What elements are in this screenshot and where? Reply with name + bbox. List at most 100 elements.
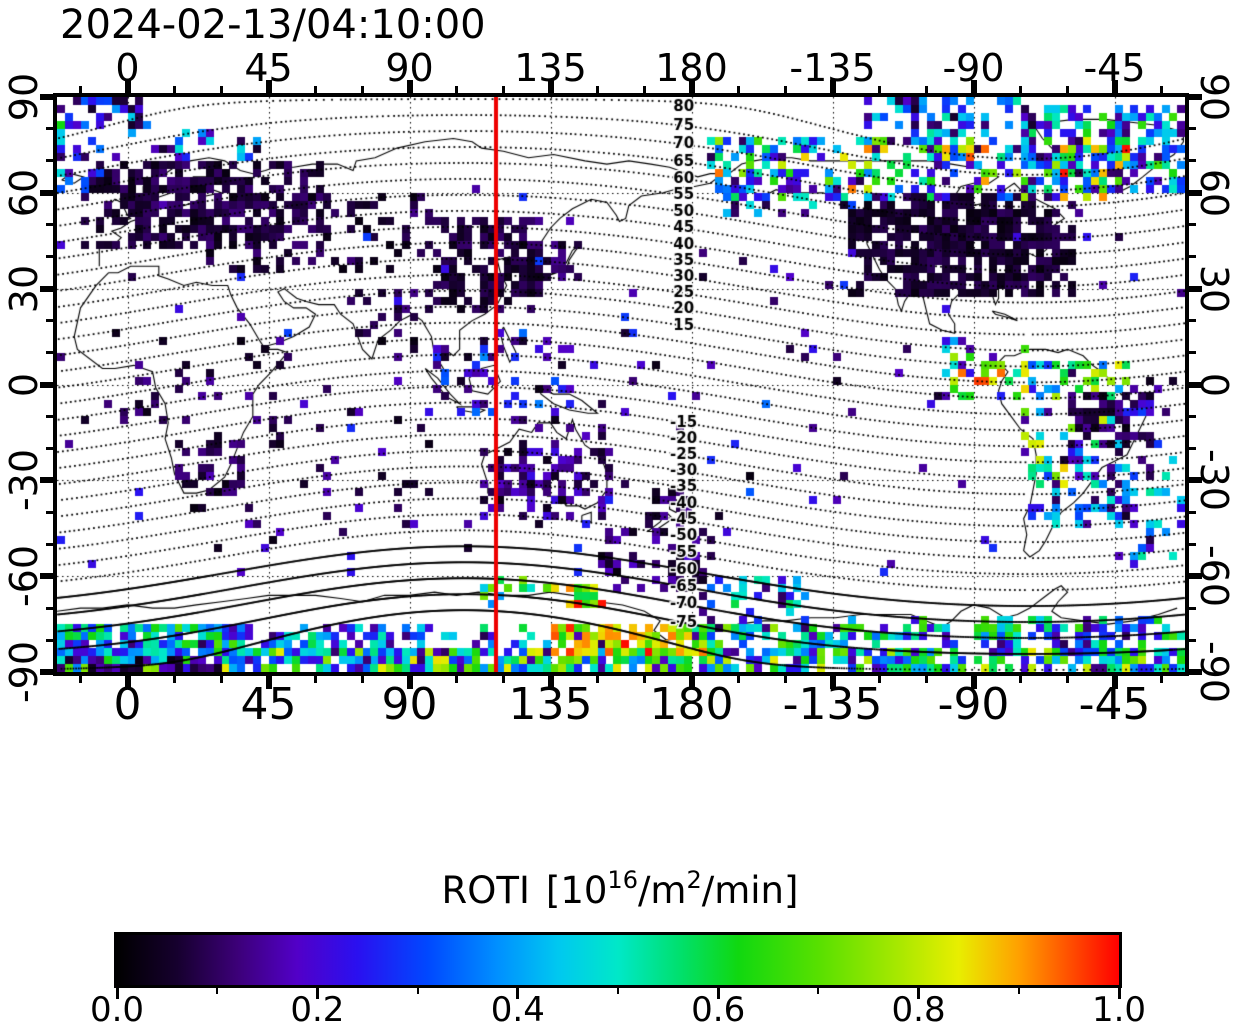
lon-minor-tick-top — [220, 86, 223, 93]
lon-tick-label-top: 180 — [655, 46, 728, 90]
colorbar-tick-label: 0.8 — [891, 990, 946, 1024]
lon-minor-tick-bottom — [643, 676, 646, 683]
lat-tick-label-left: 90 — [2, 72, 46, 122]
colorbar-tick-label: 0.0 — [89, 990, 145, 1024]
lon-minor-tick-top — [596, 86, 599, 93]
lon-major-tick-bottom — [1111, 676, 1118, 689]
lon-minor-tick-bottom — [878, 676, 881, 683]
lat-major-tick-right — [1189, 381, 1202, 388]
lat-tick-label-left: 0 — [2, 372, 46, 397]
colorbar-tick — [115, 988, 119, 999]
lon-tick-label-bottom: 90 — [381, 679, 438, 730]
timestamp: 2024-02-13/04:10:00 — [60, 2, 486, 48]
lon-tick-label-top: 135 — [514, 46, 587, 90]
lat-tick-label-right: 90 — [1192, 72, 1236, 122]
lat-major-tick-right — [1189, 669, 1202, 675]
colorbar-minor-tick — [817, 988, 820, 994]
colorbar — [114, 932, 1122, 988]
lat-major-tick-left — [40, 381, 53, 388]
lon-major-tick-bottom — [124, 676, 131, 689]
lon-tick-label-top: 90 — [385, 46, 434, 90]
lat-minor-tick-left — [46, 127, 53, 131]
lon-tick-label-bottom: -90 — [937, 679, 1010, 730]
lon-tick-label-bottom: -45 — [1078, 679, 1151, 730]
lat-minor-tick-left — [46, 255, 53, 259]
colorbar-minor-tick — [1017, 988, 1020, 994]
colorbar-title-close: /min] — [701, 869, 799, 912]
lat-major-tick-right — [1189, 285, 1202, 292]
lon-minor-tick-top — [925, 86, 928, 93]
lat-minor-tick-right — [1189, 319, 1196, 323]
lat-major-tick-left — [40, 477, 53, 484]
lon-major-tick-top — [124, 80, 131, 93]
lat-tick-label-left: 30 — [2, 264, 46, 313]
lat-tick-label-right: 60 — [1192, 168, 1236, 217]
lon-minor-tick-top — [737, 86, 740, 93]
colorbar-tick-label: 0.2 — [290, 990, 345, 1024]
lon-major-tick-bottom — [688, 676, 695, 689]
lat-major-tick-left — [40, 94, 53, 100]
lon-minor-tick-top — [784, 86, 787, 93]
lat-minor-tick-right — [1189, 446, 1196, 450]
lon-major-tick-top — [265, 80, 272, 93]
lon-minor-tick-bottom — [220, 676, 223, 683]
lat-major-tick-left — [40, 573, 53, 580]
lat-minor-tick-right — [1189, 414, 1196, 418]
lon-minor-tick-top — [1160, 86, 1163, 93]
lat-major-tick-left — [40, 669, 53, 675]
lon-minor-tick-bottom — [1066, 676, 1069, 683]
lon-major-tick-top — [970, 80, 977, 93]
lon-minor-tick-bottom — [784, 676, 787, 683]
lon-minor-tick-bottom — [361, 676, 364, 683]
colorbar-title: ROTI [1016/m2/min] — [0, 866, 1240, 912]
lon-minor-tick-bottom — [455, 676, 458, 683]
lat-tick-label-left: -60 — [2, 545, 46, 608]
lon-minor-tick-bottom — [925, 676, 928, 683]
lon-tick-label-bottom: 45 — [240, 679, 297, 730]
colorbar-tick — [917, 988, 921, 999]
lat-major-tick-left — [40, 189, 53, 196]
lat-tick-label-left: -30 — [2, 449, 46, 512]
lat-major-tick-right — [1189, 189, 1202, 196]
colorbar-gradient — [117, 935, 1119, 985]
lat-minor-tick-left — [46, 638, 53, 642]
lon-minor-tick-top — [502, 86, 505, 93]
lon-tick-label-top: -90 — [942, 46, 1005, 90]
lon-minor-tick-bottom — [314, 676, 317, 683]
lat-minor-tick-right — [1189, 159, 1196, 163]
lon-minor-tick-bottom — [502, 676, 505, 683]
colorbar-minor-tick — [617, 988, 619, 994]
lon-minor-tick-top — [314, 86, 317, 93]
lon-major-tick-bottom — [265, 676, 272, 689]
lon-minor-tick-bottom — [596, 676, 599, 683]
lon-minor-tick-top — [455, 86, 458, 93]
lon-tick-label-bottom: 135 — [508, 679, 593, 730]
lat-tick-label-left: 60 — [2, 168, 46, 218]
colorbar-title-word: ROTI — [441, 869, 530, 912]
lat-minor-tick-left — [46, 414, 53, 418]
lat-major-tick-right — [1189, 477, 1202, 484]
lat-tick-label-left: -90 — [2, 640, 46, 704]
lat-minor-tick-right — [1189, 127, 1196, 131]
lon-minor-tick-bottom — [79, 676, 82, 683]
lon-tick-label-bottom: -135 — [782, 679, 883, 730]
lon-major-tick-top — [406, 80, 413, 93]
lat-minor-tick-right — [1189, 606, 1196, 610]
colorbar-title-mid: /m — [637, 869, 687, 912]
lat-tick-label-right: 0 — [1192, 372, 1236, 397]
lat-minor-tick-right — [1189, 542, 1196, 546]
lon-minor-tick-top — [173, 86, 176, 93]
lon-major-tick-top — [688, 80, 695, 93]
lat-major-tick-right — [1189, 573, 1202, 580]
colorbar-tick — [516, 988, 520, 999]
lat-minor-tick-left — [46, 606, 53, 610]
lat-minor-tick-left — [46, 510, 53, 514]
lat-minor-tick-left — [46, 159, 53, 163]
map-plot-frame — [53, 93, 1189, 676]
lat-minor-tick-right — [1189, 510, 1196, 514]
lon-major-tick-top — [829, 80, 836, 93]
lon-major-tick-bottom — [547, 676, 554, 689]
lat-minor-tick-left — [46, 223, 53, 227]
colorbar-tick-label: 1.0 — [1091, 990, 1147, 1024]
